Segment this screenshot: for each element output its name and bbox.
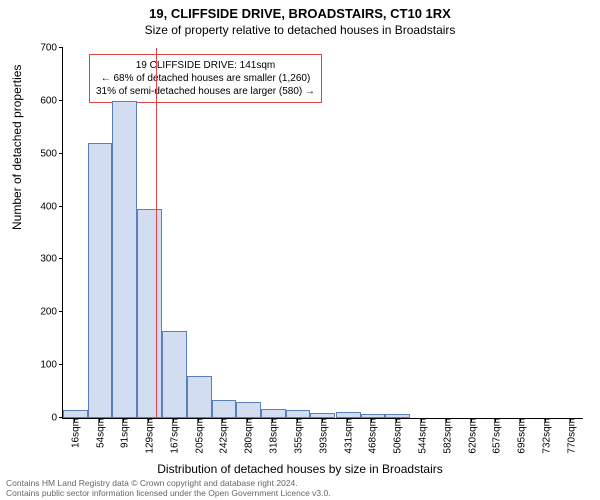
- x-tick-label: 431sqm: [339, 418, 354, 454]
- histogram-bar: [137, 209, 161, 418]
- annotation-line: 19 CLIFFSIDE DRIVE: 141sqm: [96, 59, 315, 72]
- histogram-bar: [236, 402, 261, 418]
- x-tick-label: 393sqm: [314, 418, 329, 454]
- x-tick-label: 16sqm: [66, 418, 81, 448]
- y-tick-label: 500: [40, 148, 63, 159]
- x-tick-label: 355sqm: [289, 418, 304, 454]
- x-tick-label: 620sqm: [464, 418, 479, 454]
- x-tick-label: 167sqm: [165, 418, 180, 454]
- reference-line: [156, 48, 157, 418]
- footer-attribution: Contains HM Land Registry data © Crown c…: [6, 478, 331, 498]
- histogram-bar: [187, 376, 212, 418]
- y-tick-mark: [59, 100, 63, 101]
- y-tick-mark: [59, 47, 63, 48]
- y-tick-label: 0: [51, 413, 63, 424]
- x-tick-label: 242sqm: [215, 418, 230, 454]
- x-tick-label: 695sqm: [513, 418, 528, 454]
- y-tick-mark: [59, 153, 63, 154]
- y-tick-label: 100: [40, 360, 63, 371]
- x-tick-label: 205sqm: [190, 418, 205, 454]
- x-tick-label: 506sqm: [389, 418, 404, 454]
- chart-subtitle: Size of property relative to detached ho…: [0, 21, 600, 37]
- histogram-bar: [88, 143, 112, 418]
- chart-title: 19, CLIFFSIDE DRIVE, BROADSTAIRS, CT10 1…: [0, 0, 600, 21]
- x-tick-label: 54sqm: [91, 418, 106, 448]
- histogram-bar: [212, 400, 236, 419]
- histogram-bar: [112, 101, 137, 418]
- x-tick-label: 770sqm: [562, 418, 577, 454]
- y-tick-mark: [59, 311, 63, 312]
- y-tick-label: 200: [40, 307, 63, 318]
- plot-area: 19 CLIFFSIDE DRIVE: 141sqm ← 68% of deta…: [62, 48, 583, 419]
- x-tick-label: 280sqm: [240, 418, 255, 454]
- annotation-line: ← 68% of detached houses are smaller (1,…: [96, 72, 315, 85]
- histogram-bar: [162, 331, 187, 418]
- x-tick-label: 657sqm: [488, 418, 503, 454]
- y-tick-label: 300: [40, 254, 63, 265]
- x-tick-label: 91sqm: [115, 418, 130, 448]
- x-tick-label: 129sqm: [140, 418, 155, 454]
- x-tick-label: 318sqm: [265, 418, 280, 454]
- x-tick-label: 732sqm: [537, 418, 552, 454]
- y-tick-label: 400: [40, 201, 63, 212]
- footer-line: Contains HM Land Registry data © Crown c…: [6, 478, 331, 488]
- y-tick-label: 600: [40, 95, 63, 106]
- histogram-bar: [286, 410, 310, 418]
- x-tick-label: 468sqm: [364, 418, 379, 454]
- y-tick-label: 700: [40, 43, 63, 54]
- y-tick-mark: [59, 417, 63, 418]
- histogram-bar: [63, 410, 88, 418]
- y-tick-mark: [59, 364, 63, 365]
- histogram-bar: [261, 409, 286, 419]
- x-tick-label: 582sqm: [439, 418, 454, 454]
- y-axis-label: Number of detached properties: [10, 65, 24, 230]
- y-tick-mark: [59, 258, 63, 259]
- annotation-box: 19 CLIFFSIDE DRIVE: 141sqm ← 68% of deta…: [89, 54, 322, 103]
- annotation-line: 31% of semi-detached houses are larger (…: [96, 85, 315, 98]
- x-axis-label: Distribution of detached houses by size …: [0, 462, 600, 476]
- x-tick-label: 544sqm: [414, 418, 429, 454]
- chart-container: 19, CLIFFSIDE DRIVE, BROADSTAIRS, CT10 1…: [0, 0, 600, 500]
- footer-line: Contains public sector information licen…: [6, 488, 331, 498]
- y-tick-mark: [59, 206, 63, 207]
